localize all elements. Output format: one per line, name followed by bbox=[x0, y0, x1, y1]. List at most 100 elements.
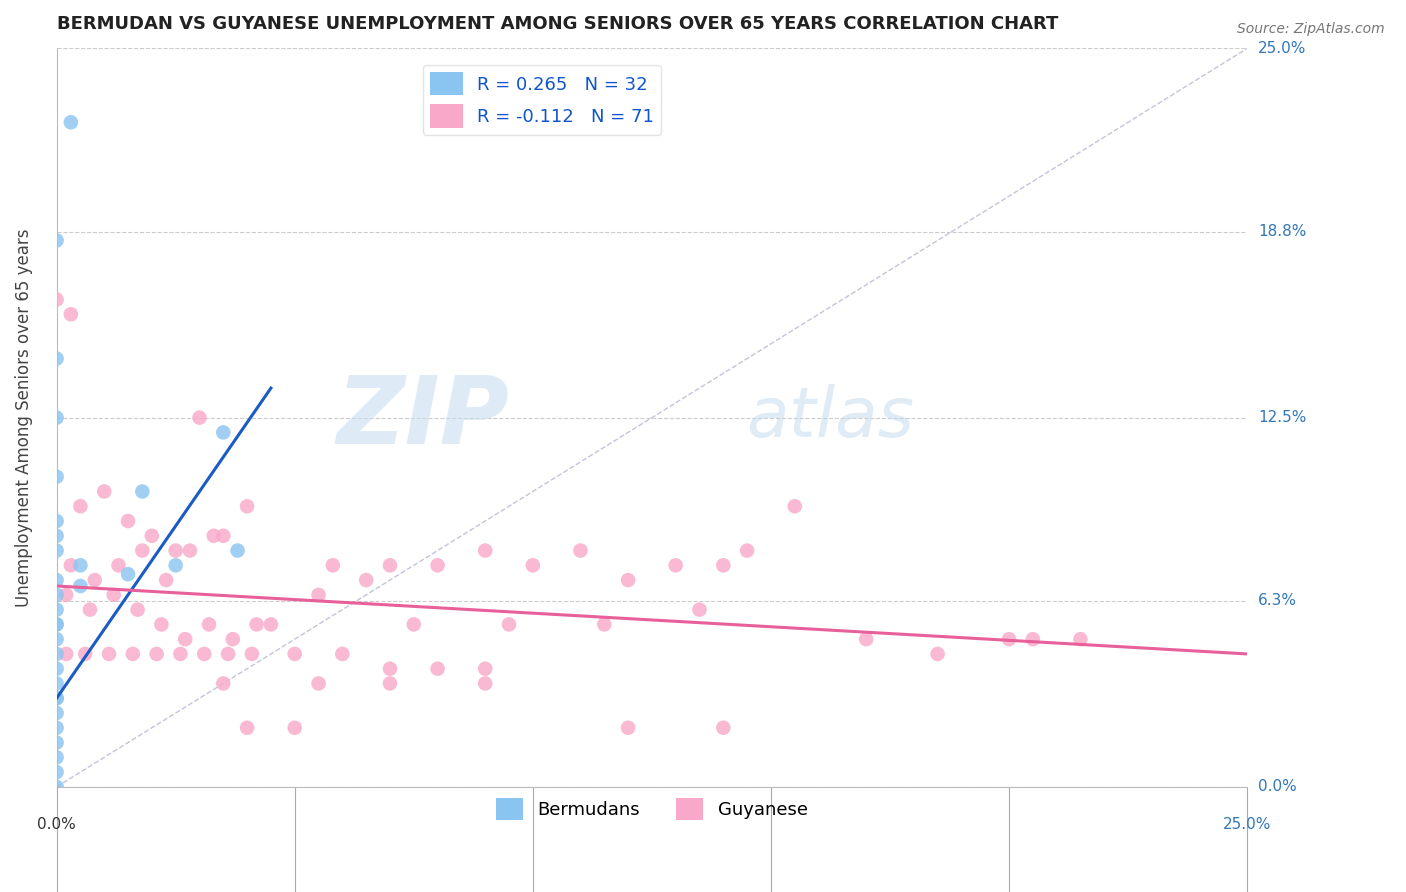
Point bbox=[45, 469, 67, 483]
Text: 0.0%: 0.0% bbox=[37, 817, 76, 832]
Point bbox=[45, 676, 67, 690]
Point bbox=[145, 647, 167, 661]
Point bbox=[426, 662, 449, 676]
Point bbox=[689, 602, 711, 616]
Point bbox=[150, 617, 173, 632]
Point bbox=[378, 676, 401, 690]
Point bbox=[59, 307, 82, 321]
Point bbox=[855, 632, 877, 647]
Point bbox=[193, 647, 215, 661]
Point bbox=[45, 602, 67, 616]
Text: 0.0%: 0.0% bbox=[1258, 780, 1296, 795]
Point bbox=[165, 558, 187, 573]
Point bbox=[665, 558, 688, 573]
Point bbox=[45, 721, 67, 735]
Point bbox=[1069, 632, 1091, 647]
Point bbox=[378, 662, 401, 676]
Point bbox=[474, 676, 496, 690]
Point bbox=[284, 647, 307, 661]
Text: BERMUDAN VS GUYANESE UNEMPLOYMENT AMONG SENIORS OVER 65 YEARS CORRELATION CHART: BERMUDAN VS GUYANESE UNEMPLOYMENT AMONG … bbox=[56, 15, 1057, 33]
Text: 18.8%: 18.8% bbox=[1258, 224, 1306, 239]
Point bbox=[45, 691, 67, 706]
Point bbox=[188, 410, 211, 425]
Point bbox=[927, 647, 949, 661]
Point bbox=[202, 529, 225, 543]
Point bbox=[59, 115, 82, 129]
Text: 6.3%: 6.3% bbox=[1258, 593, 1298, 608]
Point bbox=[212, 425, 235, 440]
Point bbox=[474, 543, 496, 558]
Point bbox=[117, 567, 139, 582]
Point bbox=[45, 410, 67, 425]
Point bbox=[246, 617, 269, 632]
Point bbox=[79, 602, 101, 616]
Point bbox=[226, 543, 249, 558]
Point bbox=[45, 647, 67, 661]
Point bbox=[83, 573, 105, 587]
Point bbox=[240, 647, 263, 661]
Point bbox=[711, 721, 734, 735]
Text: atlas: atlas bbox=[747, 384, 914, 451]
Point bbox=[45, 780, 67, 794]
Point bbox=[131, 543, 153, 558]
Point bbox=[174, 632, 197, 647]
Point bbox=[1022, 632, 1045, 647]
Point bbox=[45, 632, 67, 647]
Point bbox=[45, 691, 67, 706]
Text: 12.5%: 12.5% bbox=[1258, 410, 1306, 425]
Point bbox=[45, 573, 67, 587]
Point bbox=[474, 662, 496, 676]
Point bbox=[617, 721, 640, 735]
Point bbox=[330, 647, 353, 661]
Point bbox=[617, 573, 640, 587]
Text: 25.0%: 25.0% bbox=[1258, 41, 1306, 56]
Point bbox=[198, 617, 221, 632]
Point bbox=[217, 647, 239, 661]
Point bbox=[45, 514, 67, 528]
Point bbox=[141, 529, 163, 543]
Point bbox=[103, 588, 125, 602]
Point bbox=[179, 543, 201, 558]
Point bbox=[45, 662, 67, 676]
Point bbox=[69, 558, 91, 573]
Point bbox=[45, 529, 67, 543]
Point bbox=[45, 234, 67, 248]
Point bbox=[378, 558, 401, 573]
Point bbox=[284, 721, 307, 735]
Text: 25.0%: 25.0% bbox=[1223, 817, 1271, 832]
Point bbox=[236, 500, 259, 514]
Point bbox=[121, 647, 143, 661]
Point bbox=[45, 706, 67, 720]
Point bbox=[69, 500, 91, 514]
Point bbox=[354, 573, 377, 587]
Point bbox=[45, 351, 67, 366]
Point bbox=[783, 500, 806, 514]
Point bbox=[522, 558, 544, 573]
Point bbox=[212, 529, 235, 543]
Point bbox=[127, 602, 149, 616]
Point bbox=[117, 514, 139, 528]
Point bbox=[569, 543, 592, 558]
Point bbox=[107, 558, 129, 573]
Point bbox=[75, 647, 97, 661]
Point bbox=[308, 588, 330, 602]
Point bbox=[45, 750, 67, 764]
Point bbox=[55, 588, 77, 602]
Point bbox=[711, 558, 734, 573]
Point bbox=[498, 617, 520, 632]
Text: ZIP: ZIP bbox=[336, 372, 509, 464]
Text: Source: ZipAtlas.com: Source: ZipAtlas.com bbox=[1237, 22, 1385, 37]
Point bbox=[593, 617, 616, 632]
Point bbox=[998, 632, 1021, 647]
Point bbox=[131, 484, 153, 499]
Point bbox=[155, 573, 177, 587]
Point bbox=[308, 676, 330, 690]
Point bbox=[45, 735, 67, 749]
Point bbox=[426, 558, 449, 573]
Point bbox=[45, 543, 67, 558]
Legend: R = 0.265   N = 32, R = -0.112   N = 71: R = 0.265 N = 32, R = -0.112 N = 71 bbox=[423, 65, 661, 135]
Point bbox=[45, 293, 67, 307]
Point bbox=[45, 617, 67, 632]
Point bbox=[169, 647, 191, 661]
Point bbox=[236, 721, 259, 735]
